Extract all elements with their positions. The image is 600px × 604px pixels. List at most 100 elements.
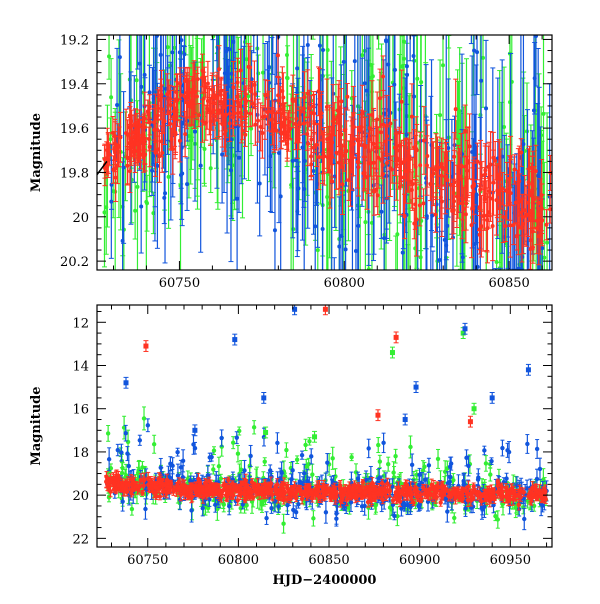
data-point [451, 359, 455, 363]
data-point [310, 472, 314, 476]
data-point [178, 139, 182, 143]
data-point [345, 95, 349, 99]
data-point [341, 319, 345, 323]
data-point [403, 214, 407, 218]
data-point [497, 173, 501, 177]
data-point [167, 91, 171, 95]
data-point [475, 159, 479, 163]
data-point [273, 228, 277, 232]
data-point [515, 309, 519, 313]
data-point [340, 165, 344, 169]
y-axis-label: Magnitude [29, 113, 44, 192]
data-point [313, 224, 317, 228]
data-point [195, 95, 199, 99]
data-point [400, 100, 404, 104]
data-point [360, 53, 364, 57]
data-point [336, 108, 340, 112]
data-point [485, 226, 489, 230]
data-point [330, 456, 334, 460]
data-point [218, 26, 222, 30]
data-point [295, 66, 299, 70]
data-point [381, 123, 385, 127]
data-point [464, 201, 468, 205]
x-tick-label: 60850 [488, 276, 529, 291]
data-point [413, 202, 417, 206]
data-point [209, 166, 213, 170]
data-point [279, 194, 283, 198]
data-point [509, 191, 513, 195]
data-point [398, 185, 402, 189]
data-point [479, 224, 483, 228]
data-point [142, 416, 146, 420]
data-point [492, 181, 496, 185]
data-point [358, 3, 362, 7]
data-point [113, 167, 117, 171]
data-point [189, 138, 193, 142]
data-point [338, 149, 342, 153]
data-point [288, 127, 292, 131]
data-point [414, 147, 418, 151]
data-point [537, 274, 541, 278]
data-point [382, 111, 386, 115]
data-point [227, 47, 231, 51]
data-point [345, 149, 349, 153]
data-point [521, 142, 525, 146]
data-point [318, 103, 322, 107]
data-point [154, 151, 158, 155]
data-point [236, 101, 240, 105]
data-point [372, 190, 376, 194]
y-tick-label: 19.2 [60, 33, 89, 48]
data-point [531, 245, 535, 249]
data-point [118, 55, 122, 59]
data-point [386, 62, 390, 66]
data-point [435, 272, 439, 276]
data-point [507, 331, 511, 335]
data-point [125, 164, 129, 168]
data-point [504, 224, 508, 228]
data-point [430, 174, 434, 178]
data-point [231, 108, 235, 112]
data-point [436, 457, 440, 461]
data-point [223, 132, 227, 136]
data-point [379, 130, 383, 134]
data-point [366, 161, 370, 165]
data-point [306, 142, 310, 146]
data-point [376, 193, 380, 197]
data-point [378, 459, 382, 463]
data-point [130, 507, 134, 511]
data-point [348, 168, 352, 172]
data-point [482, 197, 486, 201]
data-point [219, 93, 223, 97]
data-point [472, 49, 476, 53]
data-point [505, 189, 509, 193]
data-point [272, 129, 276, 133]
data-point [139, 204, 143, 208]
data-point [109, 137, 113, 141]
data-point [236, 452, 240, 456]
data-point [489, 163, 493, 167]
data-point [210, 87, 214, 91]
data-point [332, 117, 336, 121]
data-point [454, 107, 458, 111]
data-point [312, 104, 316, 108]
data-point [349, 143, 353, 147]
data-point [129, 119, 133, 123]
data-point [148, 145, 152, 149]
data-point [344, 247, 348, 251]
data-point [225, 0, 229, 1]
data-point [471, 17, 475, 21]
data-point [133, 209, 137, 213]
data-point [212, 93, 216, 97]
data-point [516, 201, 520, 205]
data-point [494, 339, 498, 343]
data-point [473, 371, 477, 375]
data-point [445, 178, 449, 182]
data-point [422, 138, 426, 142]
panel-1-data-points [97, 0, 553, 505]
data-point [231, 440, 235, 444]
data-point [281, 521, 285, 525]
data-point [371, 74, 375, 78]
y-tick-label: 20.2 [60, 255, 89, 270]
data-point [277, 99, 281, 103]
data-point [321, 155, 325, 159]
